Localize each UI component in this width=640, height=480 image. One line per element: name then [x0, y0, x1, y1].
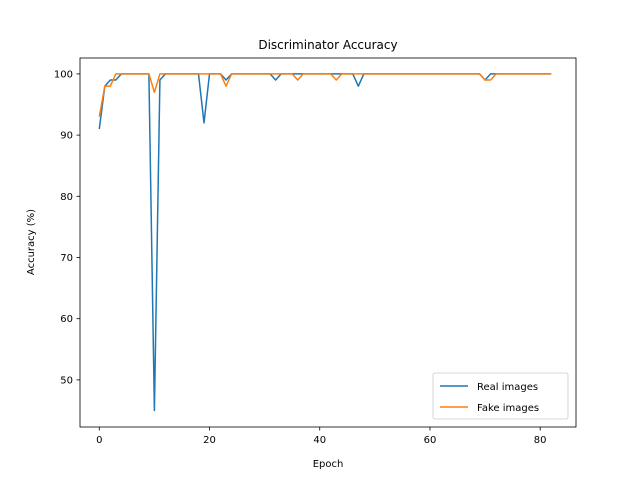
plot-area: [98, 73, 552, 412]
series-line-fake: [98, 73, 552, 117]
x-tick-label: 80: [534, 435, 547, 446]
y-tick-label: 100: [54, 69, 73, 80]
y-axis-label: Accuracy (%): [26, 209, 37, 275]
y-axis: 50 60 70 80 90 100: [54, 69, 80, 386]
legend-label-real: Real images: [477, 382, 538, 393]
y-tick-label: 90: [60, 131, 73, 142]
legend-label-fake: Fake images: [477, 403, 539, 414]
x-axis: 0 20 40 60 80: [96, 427, 547, 446]
y-tick-label: 60: [60, 314, 73, 325]
x-tick-label: 40: [313, 435, 326, 446]
legend: Real images Fake images: [432, 372, 569, 420]
x-tick-label: 60: [424, 435, 437, 446]
axes-frame: [79, 57, 577, 428]
y-tick-label: 50: [60, 375, 73, 386]
x-tick-label: 20: [203, 435, 216, 446]
y-tick-label: 70: [60, 253, 73, 264]
x-axis-label: Epoch: [313, 459, 344, 470]
y-tick-label: 80: [60, 192, 73, 203]
x-tick-label: 0: [96, 435, 102, 446]
chart-title: Discriminator Accuracy: [258, 38, 397, 52]
